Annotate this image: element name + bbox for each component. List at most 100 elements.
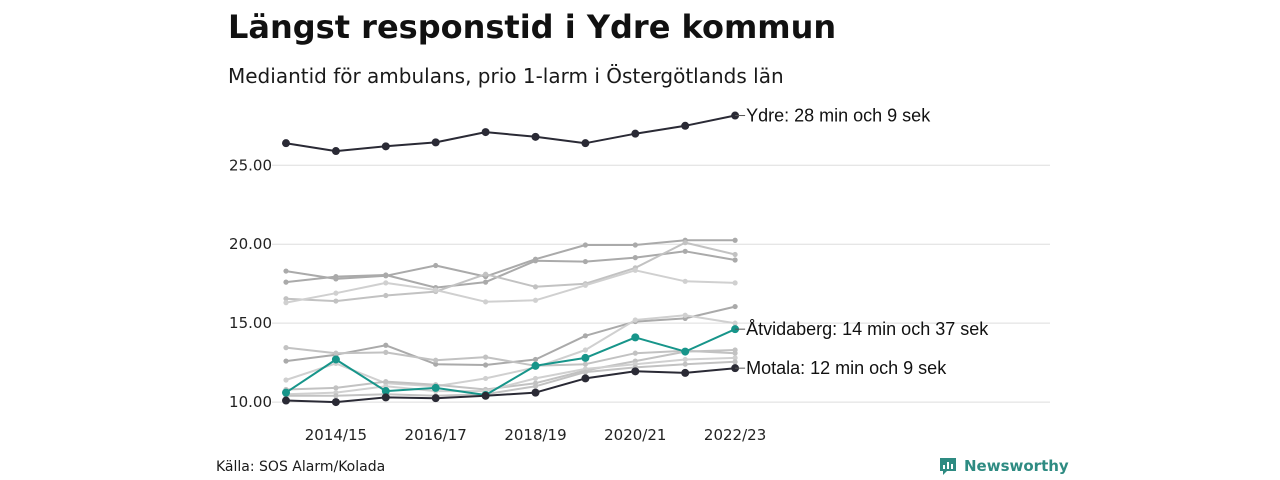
data-point (481, 128, 490, 137)
data-point (331, 355, 340, 364)
data-point (333, 350, 339, 356)
data-point (381, 142, 390, 151)
data-point (333, 290, 339, 296)
brand-name: Newsworthy (964, 457, 1069, 475)
data-point (532, 383, 539, 389)
series-line (285, 269, 736, 304)
data-point (383, 280, 389, 286)
data-point (483, 271, 489, 277)
data-point (331, 147, 340, 156)
data-point (681, 368, 690, 377)
series-annotation: Motala: 12 min och 9 sek (746, 358, 947, 378)
data-point (531, 361, 540, 370)
series-line (285, 239, 736, 280)
data-point (282, 139, 290, 148)
data-point (682, 312, 688, 318)
data-point (483, 354, 489, 360)
data-point (531, 132, 540, 141)
series-line (285, 250, 736, 289)
data-point (532, 258, 539, 264)
data-point (532, 375, 539, 382)
data-point (383, 292, 389, 299)
data-point (531, 388, 540, 397)
data-point (483, 375, 489, 382)
data-point (383, 272, 389, 278)
data-point (631, 367, 640, 376)
data-point (581, 353, 590, 362)
data-point (632, 350, 638, 356)
data-point (532, 284, 539, 290)
x-tick-label: 2014/15 (305, 426, 367, 444)
series-line (286, 360, 736, 397)
data-point (732, 355, 738, 361)
data-point (732, 251, 738, 258)
series-line (285, 346, 736, 367)
data-point (582, 258, 589, 265)
data-point (732, 237, 738, 243)
data-point (732, 359, 738, 365)
data-point (732, 303, 738, 310)
data-point (431, 138, 440, 147)
data-point (483, 362, 489, 368)
data-point (732, 280, 738, 286)
data-point (631, 129, 640, 138)
data-point (581, 374, 590, 383)
x-tick-label: 2018/19 (504, 426, 566, 444)
data-point (383, 342, 389, 348)
x-tick-label: 2022/23 (704, 426, 766, 444)
source-note: Källa: SOS Alarm/Kolada (216, 459, 386, 475)
data-point (383, 349, 389, 355)
data-point (283, 279, 289, 285)
series-line (285, 328, 736, 396)
data-point (383, 378, 389, 385)
data-point (582, 333, 589, 339)
data-point (682, 278, 688, 284)
data-point (532, 356, 539, 363)
series-line (285, 305, 736, 366)
data-point (632, 317, 638, 323)
data-point (682, 361, 688, 367)
series-line (285, 367, 736, 404)
series-line (285, 314, 736, 388)
data-point (481, 391, 490, 400)
data-point (333, 273, 339, 280)
data-point (732, 320, 738, 326)
x-tick-label: 2020/21 (604, 426, 666, 444)
data-point (681, 121, 690, 130)
series-annotation: Ydre: 28 min och 9 sek (746, 106, 931, 126)
data-point (282, 388, 290, 397)
series-annotation: Åtvidaberg: 14 min och 37 sek (746, 319, 989, 339)
data-point (283, 358, 289, 364)
data-point (431, 383, 440, 392)
newsworthy-icon (940, 458, 956, 475)
data-point (681, 347, 690, 356)
data-point (581, 139, 590, 148)
y-tick-label: 20.00 (229, 235, 272, 253)
data-point (582, 242, 589, 248)
data-point (333, 385, 339, 391)
y-tick-label: 10.00 (229, 393, 272, 411)
data-point (431, 394, 440, 403)
series-line (285, 241, 736, 303)
data-point (381, 393, 390, 402)
data-point (682, 356, 688, 363)
chart-title: Längst responstid i Ydre kommun (228, 8, 837, 46)
data-point (632, 242, 638, 248)
data-point (632, 255, 638, 261)
data-point (582, 282, 589, 288)
data-point (283, 345, 289, 351)
data-point (283, 377, 289, 383)
y-tick-label: 25.00 (229, 156, 272, 174)
data-point (631, 333, 640, 342)
y-tick-label: 15.00 (229, 314, 272, 332)
data-point (532, 297, 539, 303)
data-point (632, 267, 638, 273)
data-point (333, 298, 339, 304)
data-point (283, 268, 289, 274)
series-line (285, 349, 736, 391)
data-point (582, 361, 589, 367)
data-point (381, 387, 390, 396)
data-point (283, 296, 289, 302)
data-point (433, 361, 439, 367)
